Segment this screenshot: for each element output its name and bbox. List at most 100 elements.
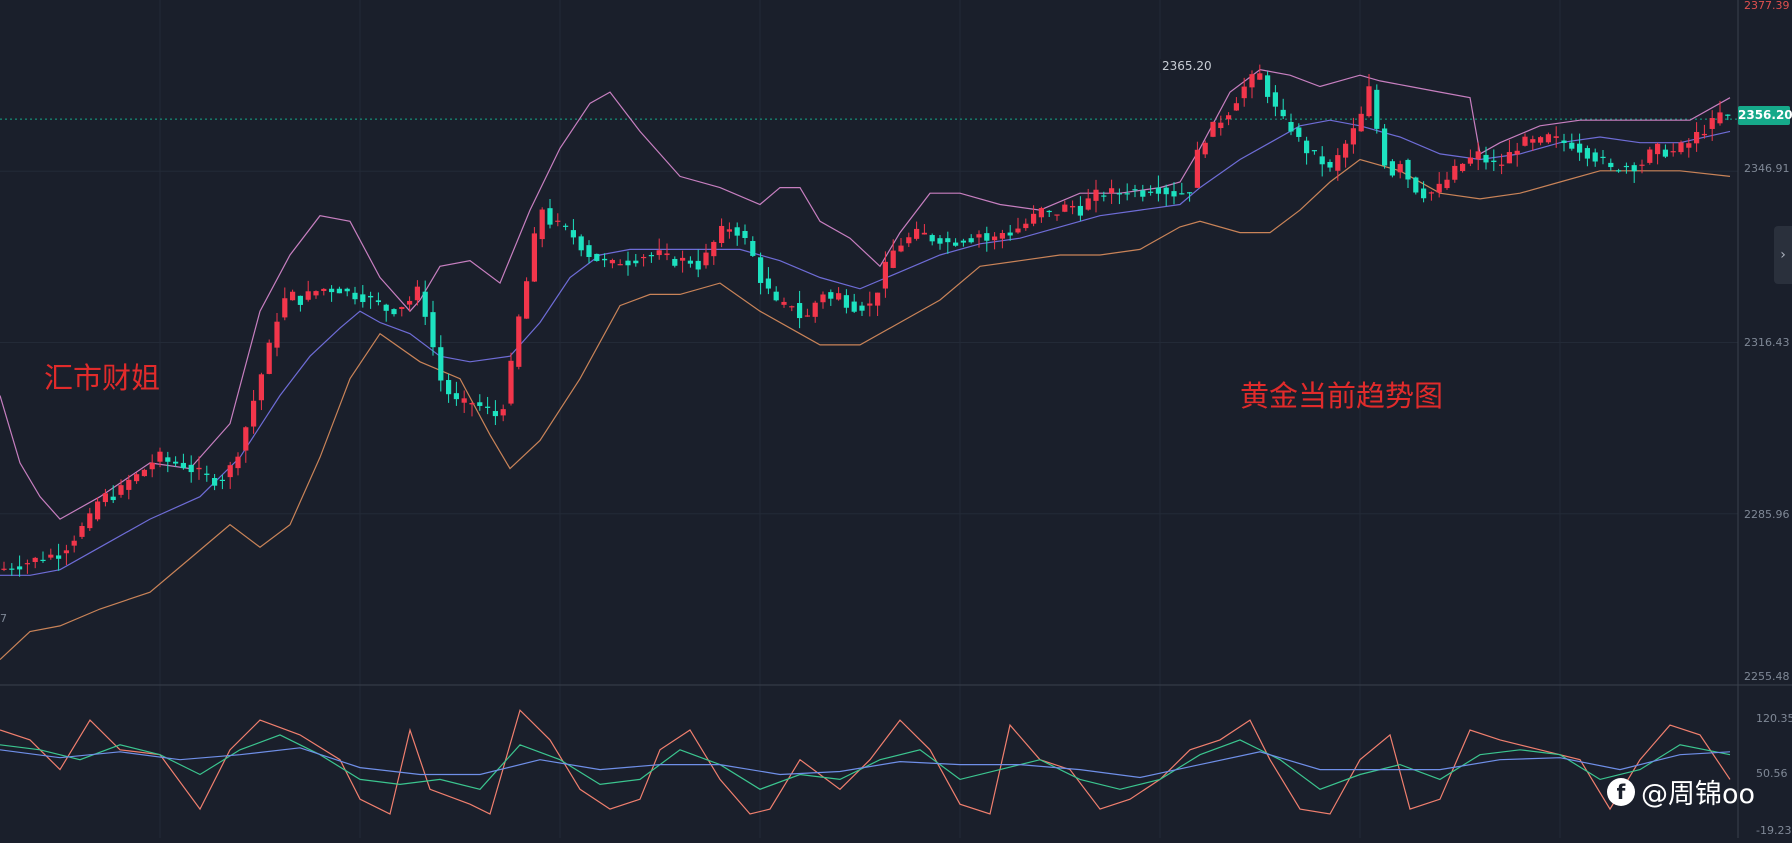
candle-body [1101, 195, 1107, 197]
price-axis-label: 2377.39 [1744, 0, 1790, 12]
bollinger-middle-line [0, 119, 1731, 576]
facebook-icon: f [1607, 777, 1635, 806]
panel-expand-handle[interactable]: › [1774, 226, 1792, 284]
candle-body [1647, 149, 1653, 163]
candle-body [188, 464, 194, 473]
candle-body [1171, 191, 1177, 197]
price-axis-label: 2285.96 [1744, 508, 1790, 521]
candle-body [157, 451, 163, 462]
candle-body [1366, 86, 1372, 117]
candle-body [851, 301, 857, 312]
candle-body [1452, 165, 1458, 180]
candle-body [500, 409, 506, 416]
author-overlay-text: 汇市财姐 [44, 361, 161, 395]
price-axis-label: 2255.48 [1744, 670, 1790, 683]
candle-body [1304, 140, 1310, 154]
candle-body [1553, 136, 1559, 138]
candle-body [165, 457, 171, 462]
candle-body [734, 227, 740, 236]
price-axis-label: 2316.43 [1744, 336, 1790, 349]
candle-body [1639, 164, 1645, 166]
candle-body [391, 309, 397, 315]
watermark: f @周锦oo [1607, 772, 1755, 811]
candle-body [461, 398, 467, 403]
candle-body [797, 303, 803, 319]
candle-body [1467, 157, 1473, 164]
candle-body [453, 393, 459, 400]
watermark-text: @周锦oo [1641, 779, 1756, 810]
candle-body [1194, 149, 1200, 188]
candle-body [695, 260, 701, 270]
candle-body [1062, 204, 1068, 212]
candle-body [1350, 128, 1356, 145]
candle-body [17, 566, 23, 570]
candle-body [945, 238, 951, 243]
candle-body [1584, 148, 1590, 159]
candle-body [266, 342, 272, 374]
candle-body [1631, 165, 1637, 172]
bollinger-upper-line [0, 68, 1731, 520]
candle-body [492, 411, 498, 417]
candle-body [687, 260, 693, 264]
candle-body [1389, 161, 1395, 176]
candle-body [227, 465, 233, 478]
candle-body [1288, 121, 1294, 132]
candle-body [750, 240, 756, 256]
candle-body [118, 485, 124, 495]
candle-body [149, 462, 155, 470]
candle-body [1358, 113, 1364, 132]
candle-body [1717, 112, 1723, 124]
candle-body [1600, 156, 1606, 159]
candle-body [1038, 208, 1044, 218]
candle-body [1, 568, 7, 570]
candle-body [1522, 136, 1528, 146]
candle-body [594, 253, 600, 261]
candle-body [360, 294, 366, 303]
candle-body [929, 235, 935, 242]
candle-body [617, 264, 623, 266]
candle-body [1124, 193, 1130, 195]
candle-body [1569, 142, 1575, 149]
candle-body [758, 257, 764, 283]
candle-body [960, 240, 966, 243]
candle-body [1608, 162, 1614, 168]
candle-body [914, 228, 920, 239]
edge-axis-label: 7 [0, 612, 7, 625]
candle-body [102, 493, 108, 503]
candle-body [516, 316, 522, 367]
candle-body [173, 461, 179, 464]
candle-body [765, 278, 771, 289]
candle-body [1413, 177, 1419, 193]
candle-body [1319, 156, 1325, 165]
candle-body [1241, 86, 1247, 99]
price-axis-label: 2346.91 [1744, 162, 1790, 175]
candle-body [212, 477, 218, 486]
candle-body [40, 559, 46, 562]
candle-body [937, 238, 943, 244]
candle-body [1701, 133, 1707, 136]
candle-body [539, 209, 545, 240]
candle-body [1249, 74, 1255, 88]
candle-body [1709, 118, 1715, 129]
candle-body [1202, 142, 1208, 155]
indicator-axis-label: 120.35 [1756, 712, 1792, 725]
candle-body [1678, 142, 1684, 153]
candle-body [1506, 152, 1512, 164]
candle-body [1343, 143, 1349, 158]
candle-body [110, 496, 116, 501]
current-price-badge: 2356.20 [1738, 106, 1792, 125]
candle-body [1311, 150, 1317, 152]
candle-body [126, 479, 132, 490]
candle-body [726, 229, 732, 232]
candle-body [1210, 121, 1216, 137]
candle-body [1577, 143, 1583, 153]
candle-body [274, 321, 280, 348]
candle-body [204, 473, 210, 475]
candle-body [843, 295, 849, 308]
candle-body [1686, 143, 1692, 148]
candle-body [1397, 164, 1403, 173]
candle-body [524, 281, 530, 319]
